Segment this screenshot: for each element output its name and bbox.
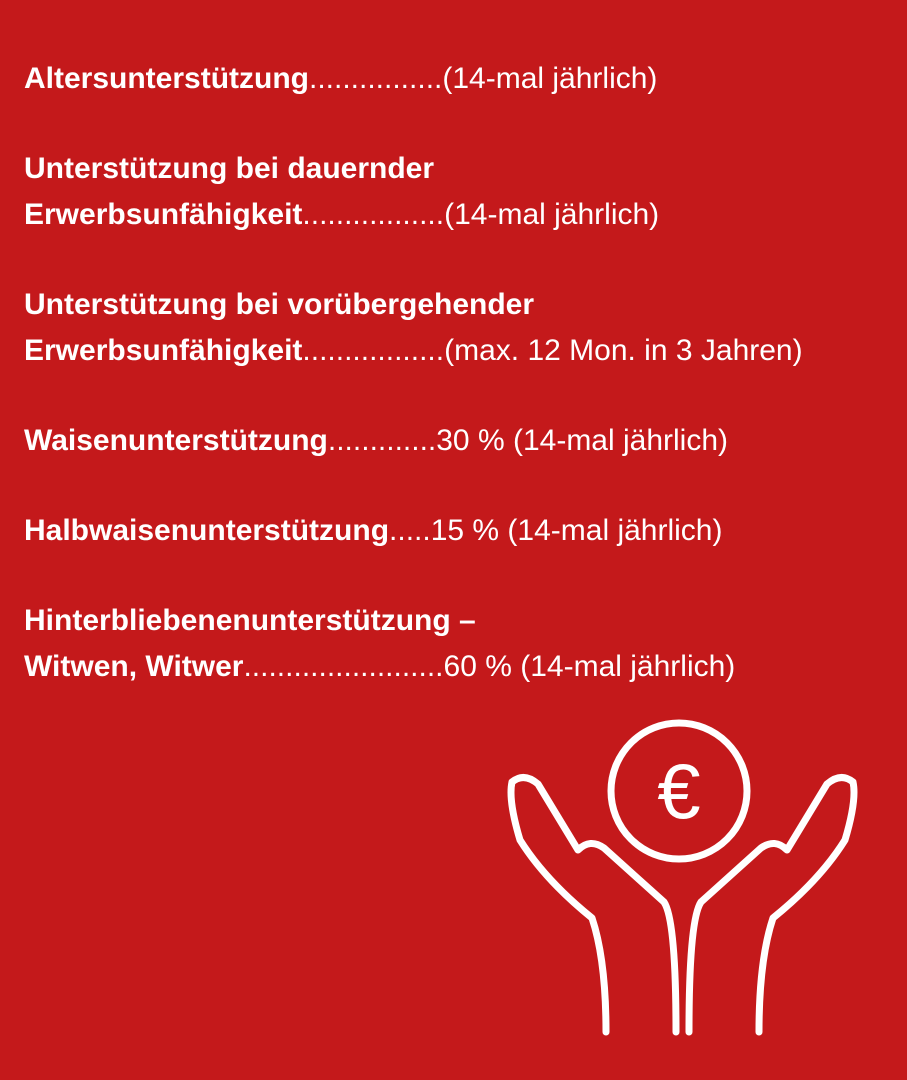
benefit-label: Altersunterstützung xyxy=(24,62,309,95)
benefit-label: Witwen, Witwer xyxy=(24,650,244,683)
benefit-value: (14-mal jährlich) xyxy=(442,62,658,95)
hands-holding-euro-coin-icon: € xyxy=(507,719,858,1036)
benefit-line: Altersunterstützung................(14-m… xyxy=(24,56,894,102)
dot-leader: ............. xyxy=(327,424,437,457)
benefit-label: Unterstützung bei vorübergehender xyxy=(24,288,535,321)
benefit-item-dauernde-erwerbsunfaehigkeit: Unterstützung bei dauernder Erwerbsunfäh… xyxy=(24,146,894,238)
benefit-label: Hinterbliebenenunterstützung – xyxy=(24,604,476,637)
benefit-line: Waisenunterstützung.............30 % (14… xyxy=(24,418,894,464)
benefit-value: 60 % (14-mal jährlich) xyxy=(443,650,736,683)
benefit-line: Halbwaisenunterstützung.....15 % (14-mal… xyxy=(24,508,894,554)
benefit-line: Erwerbsunfähigkeit.................(max.… xyxy=(24,328,894,374)
benefit-item-halbwaisenunterstuetzung: Halbwaisenunterstützung.....15 % (14-mal… xyxy=(24,508,894,554)
benefit-value: (max. 12 Mon. in 3 Jahren) xyxy=(444,334,803,367)
benefit-item-voruebergehende-erwerbsunfaehigkeit: Unterstützung bei vorübergehender Erwerb… xyxy=(24,282,894,374)
benefit-item-hinterbliebenenunterstuetzung: Hinterbliebenenunterstützung – Witwen, W… xyxy=(24,598,894,690)
benefit-item-waisenunterstuetzung: Waisenunterstützung.............30 % (14… xyxy=(24,418,894,464)
left-hand-icon xyxy=(507,774,680,1036)
dot-leader: ................. xyxy=(302,334,445,367)
benefit-value: 15 % (14-mal jährlich) xyxy=(430,514,723,547)
right-hand-icon xyxy=(685,774,858,1036)
benefit-label: Erwerbsunfähigkeit xyxy=(24,198,303,231)
benefit-line: Erwerbsunfähigkeit.................(14-m… xyxy=(24,192,894,238)
benefit-item-altersunterstuetzung: Altersunterstützung................(14-m… xyxy=(24,56,894,102)
benefit-line: Witwen, Witwer........................60… xyxy=(24,644,894,690)
dot-leader: ........................ xyxy=(243,650,444,683)
benefit-label: Unterstützung bei dauernder xyxy=(24,152,435,185)
benefit-label: Halbwaisenunterstützung xyxy=(24,514,390,547)
dot-leader: ................. xyxy=(302,198,445,231)
benefit-label: Erwerbsunfähigkeit xyxy=(24,334,303,367)
benefit-line: Hinterbliebenenunterstützung – xyxy=(24,598,894,644)
coin-icon xyxy=(607,719,751,863)
benefit-line: Unterstützung bei dauernder xyxy=(24,146,894,192)
benefit-line: Unterstützung bei vorübergehender xyxy=(24,282,894,328)
benefit-value: (14-mal jährlich) xyxy=(444,198,660,231)
dot-leader: ..... xyxy=(389,514,431,547)
dot-leader: ................ xyxy=(309,62,443,95)
benefit-value: 30 % (14-mal jährlich) xyxy=(436,424,729,457)
euro-symbol: € xyxy=(657,747,700,835)
benefit-label: Waisenunterstützung xyxy=(24,424,328,457)
benefits-list: Altersunterstützung................(14-m… xyxy=(24,56,894,734)
